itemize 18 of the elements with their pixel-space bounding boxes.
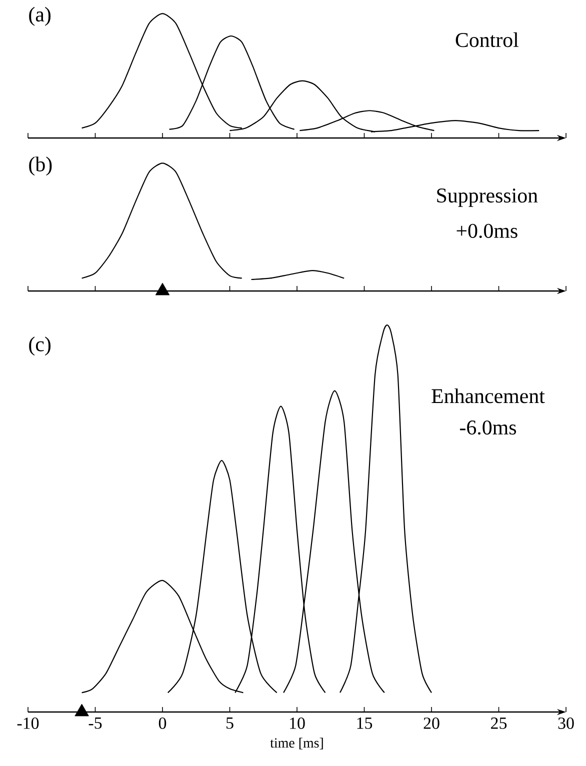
annotation: -6.0ms <box>460 420 516 435</box>
x-tick-label: -10 <box>17 718 39 729</box>
annotation: Control <box>456 32 518 48</box>
annotation: +0.0ms <box>456 224 518 238</box>
x-tick-label: 0 <box>158 718 166 729</box>
x-tick-label: 30 <box>558 718 574 729</box>
x-axis-title: time [ms] <box>270 738 323 750</box>
chart-title: (a) <box>29 6 51 26</box>
annotation: Suppression <box>437 188 538 207</box>
x-tick-label: 20 <box>424 718 440 729</box>
x-tick-label: -5 <box>88 718 102 729</box>
x-tick-label: 10 <box>290 718 305 729</box>
x-tick-label: 25 <box>491 718 507 729</box>
x-tick-label: 15 <box>357 718 372 729</box>
x-tick-label: 5 <box>226 718 234 729</box>
annotation: Enhancement <box>432 388 545 404</box>
text: (c) <box>29 336 50 356</box>
chart-title: (b) <box>29 156 52 176</box>
